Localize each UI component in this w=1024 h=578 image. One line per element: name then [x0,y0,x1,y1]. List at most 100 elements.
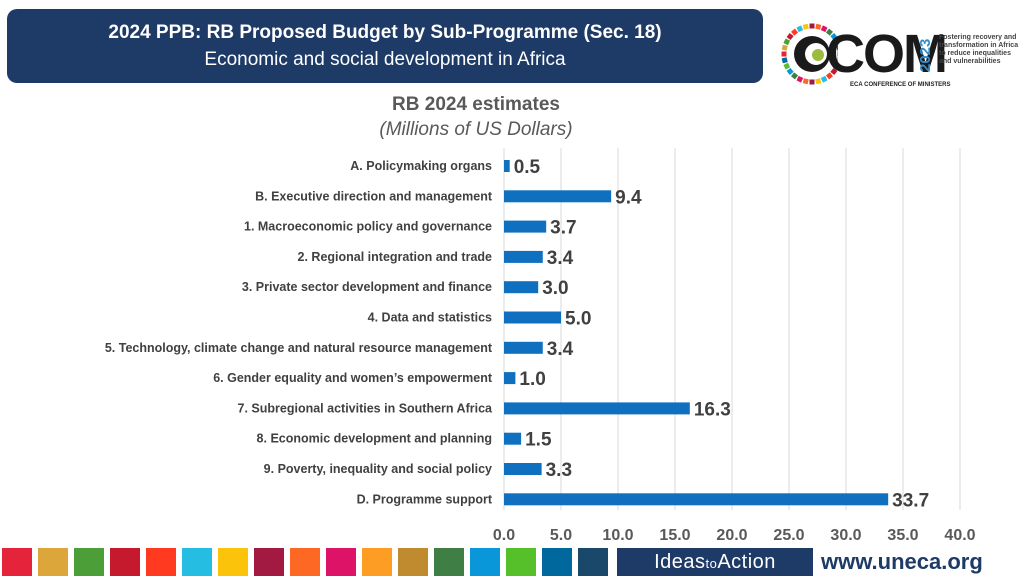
logo-ray [830,33,838,41]
category-label: 4. Data and statistics [368,311,492,325]
logo-ray [820,75,828,83]
x-tick-label: 20.0 [716,527,747,544]
bar [504,341,543,354]
sdg-tile [110,548,140,576]
logo-ray [825,28,833,36]
category-label: D. Programme support [357,492,493,506]
data-label: 5.0 [565,309,591,330]
logo-ray [796,75,804,83]
header-banner: 2024 PPB: RB Proposed Budget by Sub-Prog… [7,9,763,83]
category-label: 7. Subregional activities in Southern Af… [238,401,494,415]
logo-ray [825,72,833,80]
logo-ray [809,23,815,29]
website-link[interactable]: www.uneca.org [821,549,983,574]
data-label: 1.5 [525,430,552,451]
sdg-tile [398,548,428,576]
x-tick-label: 25.0 [773,527,804,544]
logo-ray [781,51,787,57]
sdg-tile [74,548,104,576]
data-label: 3.7 [550,218,576,239]
x-tick-label: 5.0 [550,527,572,544]
logo-ray [781,57,788,64]
sdg-tile [542,548,572,576]
data-label: 3.4 [547,248,574,269]
logo-ray [836,57,838,64]
logo-ray [781,44,788,51]
sdg-tile [182,548,212,576]
sdg-tile [254,548,284,576]
category-label: B. Executive direction and management [255,189,493,203]
logo-ray [796,25,804,33]
logo-ray [833,62,838,70]
logo-ray [783,62,791,70]
category-label: 6. Gender equality and women’s empowerme… [213,371,493,385]
bar [504,190,612,203]
sunburst-logo-icon [781,23,838,85]
bar [504,220,547,233]
sdg-tile [146,548,176,576]
sdg-tile [326,548,356,576]
category-label: 1. Macroeconomic policy and governance [244,220,492,234]
bar [504,372,516,385]
sdg-tile [362,548,392,576]
category-label: 9. Poverty, inequality and social policy [264,462,492,476]
bar [504,432,522,445]
sdg-tile [578,548,608,576]
chart-title: RB 2024 estimates [392,94,560,115]
x-tick-label: 40.0 [944,527,975,544]
logo-ray [815,78,822,85]
to-text: to [705,556,718,571]
category-label: 8. Economic development and planning [257,432,492,446]
com2023-logo: COM 2023 Fostering recovery and transfor… [778,14,1018,94]
sdg-tile [506,548,536,576]
bar [504,402,690,415]
page-title: 2024 PPB: RB Proposed Budget by Sub-Prog… [108,22,662,43]
logo-subtitle: ECA CONFERENCE OF MINISTERS [850,82,951,88]
logo-tagline: Fostering recovery and transformation in… [939,34,1019,65]
bar [504,281,539,294]
logo-ray [830,67,838,75]
sdg-tile [434,548,464,576]
ideas-text: Ideas [654,551,706,573]
logo-ray [791,72,799,80]
data-label: 3.4 [547,339,574,360]
bar [504,463,542,475]
category-label: 3. Private sector development and financ… [242,280,492,294]
bar [504,250,543,263]
bar [504,493,889,506]
data-label: 3.3 [546,460,572,481]
data-label: 1.0 [519,369,545,390]
chart-subtitle: (Millions of US Dollars) [379,119,573,140]
footer: IdeastoAction www.uneca.org [0,548,1024,576]
x-tick-label: 15.0 [659,527,690,544]
x-tick-label: 35.0 [887,527,918,544]
sdg-tile [38,548,68,576]
logo-ray [786,33,794,41]
logo-year: 2023 [917,38,934,72]
sdg-tile [470,548,500,576]
bar [504,160,510,172]
sdg-tile [2,548,32,576]
x-tick-label: 30.0 [830,527,861,544]
bar-chart: 0.0 5.0 10.0 15.0 20.0 25.0 30.0 35.0 40.0 A. Pol… [105,148,976,544]
logo-ray [836,44,838,51]
sdg-tile [218,548,248,576]
logo-ray [809,79,815,85]
logo-ray [815,23,822,30]
sdg-tile [290,548,320,576]
bar [504,311,561,324]
logo-ray [786,67,794,75]
ideas-to-action-banner: IdeastoAction [617,548,813,576]
category-label: 5. Technology, climate change and natura… [105,341,493,355]
data-label: 16.3 [694,399,731,420]
logo-ray [791,28,799,36]
logo-ray [802,23,809,30]
data-label: 3.0 [542,278,568,299]
page-subtitle: Economic and social development in Afric… [204,49,566,70]
logo-ray [783,38,791,46]
category-label: A. Policymaking organs [350,159,492,173]
logo-ray [837,51,838,57]
x-tick-label: 0.0 [493,527,515,544]
logo-ray [802,78,809,85]
category-label: 2. Regional integration and trade [298,250,493,264]
